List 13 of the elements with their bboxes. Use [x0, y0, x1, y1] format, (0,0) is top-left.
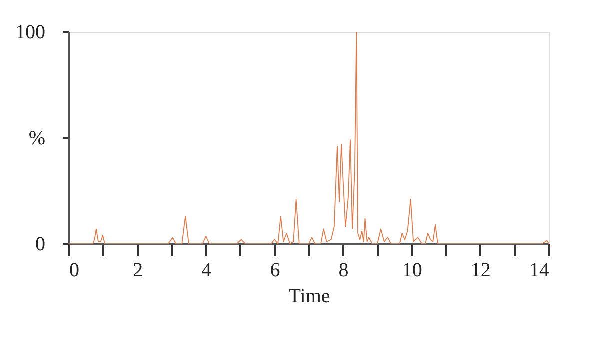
- y-tick-label: %: [28, 128, 46, 150]
- y-tick-label: 100: [16, 22, 46, 44]
- x-tick-label: 14: [530, 260, 550, 282]
- x-tick-label: 0: [70, 260, 80, 282]
- x-tick-label: 2: [133, 260, 144, 282]
- x-axis-title: Time: [288, 286, 330, 308]
- x-tick-label: 8: [338, 260, 349, 282]
- x-tick-label: 12: [470, 260, 491, 282]
- x-tick-label: 10: [402, 260, 422, 282]
- y-tick-label: 0: [36, 234, 46, 256]
- x-tick-label: 6: [270, 260, 280, 282]
- line-series: [69, 32, 549, 244]
- x-tick-label: 4: [202, 260, 212, 282]
